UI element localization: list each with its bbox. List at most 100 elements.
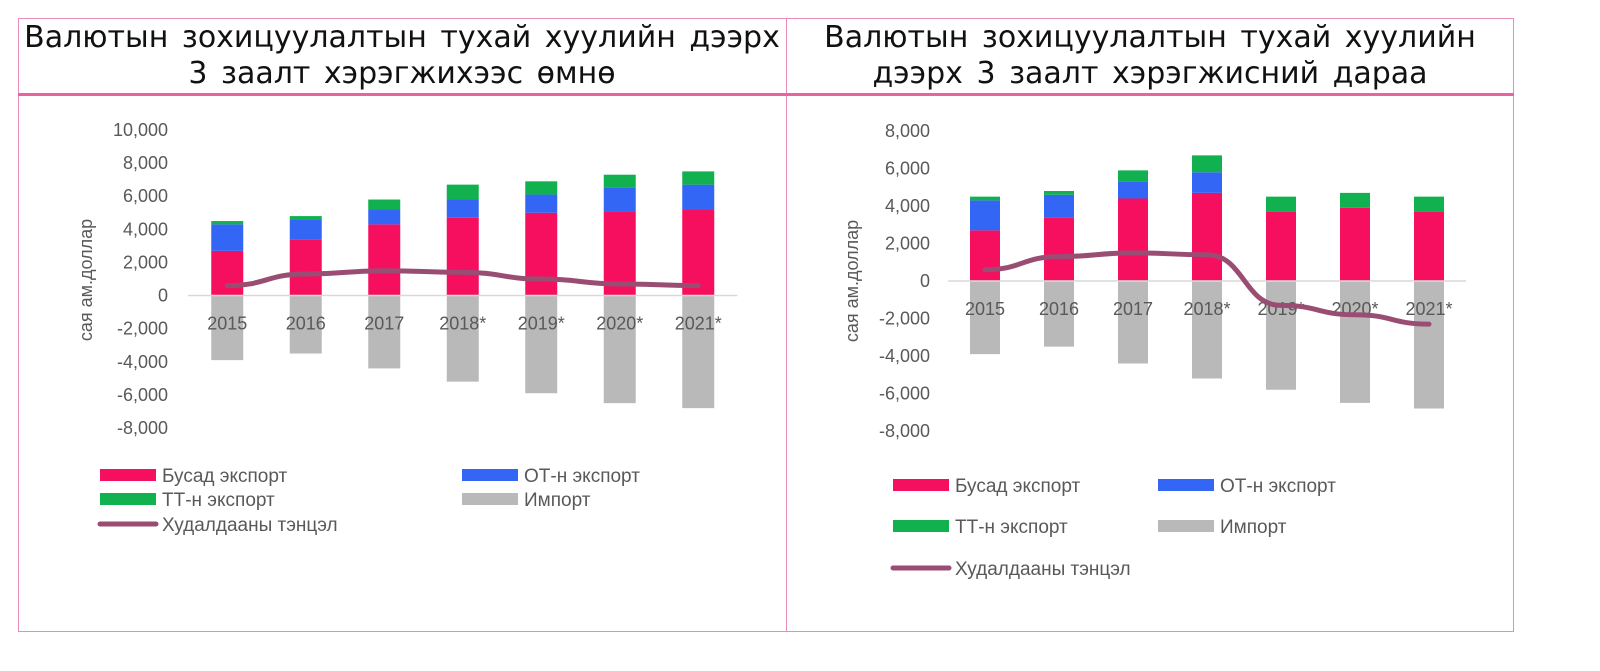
bar-segment [1266,281,1296,390]
bar-segment [970,230,1000,281]
x-tick-label: 2016 [1039,299,1079,319]
y-tick-label: 0 [158,286,168,306]
bar-segment [1414,281,1444,409]
y-axis-label: сая ам.доллар [842,220,862,342]
bar-segment [211,221,244,225]
bar-segment [1118,181,1148,199]
x-tick-label: 2015 [965,299,1005,319]
legend-label: Импорт [524,490,591,511]
bar-segment [289,216,322,220]
x-tick-label: 2017 [364,314,404,334]
bar-segment [1192,155,1222,173]
bar-segment [970,281,1000,355]
y-tick-label: -8,000 [117,418,168,438]
bar-segment [603,295,636,404]
bar-segment [603,187,636,212]
x-tick-label: 2015 [207,314,247,334]
bar-segment [970,196,1000,201]
bar-segment [1340,207,1370,281]
legend-swatch [100,469,156,481]
legend-label: ТТ-н экспорт [955,517,1068,538]
trade-balance-line [982,250,1432,327]
legend-label: Бусад экспорт [162,466,287,487]
y-tick-label: -4,000 [117,352,168,372]
x-tick-label: 2018* [1183,299,1230,319]
bar-segment [682,184,715,210]
bar-segment [289,219,322,240]
y-tick-label: 4,000 [885,196,930,216]
bar-segment [1266,196,1296,212]
y-tick-label: -4,000 [879,346,930,366]
bar-segment [1192,281,1222,379]
chart-title-before: Валютын зохицуулалтын тухай хуулийн дээр… [24,20,780,91]
y-tick-label: -8,000 [879,421,930,441]
bar-segment [446,199,479,218]
bar-segment [211,224,244,251]
bar-segment [289,295,322,354]
legend-label: ОТ-н экспорт [1220,476,1336,497]
title-underline [18,93,1514,96]
bar-segment [682,171,715,185]
legend-swatch [1158,479,1214,491]
bar-segment [1044,217,1074,281]
x-tick-label: 2020* [596,314,643,334]
x-tick-label: 2021* [675,314,722,334]
y-tick-label: 8,000 [885,121,930,141]
bar-segment [1044,194,1074,218]
bar-segment [1192,192,1222,281]
bar-segment [1266,211,1296,281]
bar-segment [1340,192,1370,208]
bar-segment [1414,211,1444,281]
y-tick-label: -2,000 [117,319,168,339]
bar-segment [211,250,244,296]
bar-segment [1044,281,1074,347]
y-tick-label: 4,000 [123,219,168,239]
y-axis-label: сая ам.доллар [76,219,96,341]
bar-segment [368,295,401,369]
bar-segment [446,295,479,382]
y-tick-label: -6,000 [117,385,168,405]
x-tick-label: 2018* [439,314,486,334]
bar-segment [525,181,558,195]
chart-title-after: Валютын зохицуулалтын тухай хуулийн дээр… [824,20,1476,91]
y-tick-label: 2,000 [885,234,930,254]
x-tick-label: 2017 [1113,299,1153,319]
y-tick-label: -6,000 [879,384,930,404]
bar-segment [446,184,479,200]
legend-swatch [1158,520,1214,532]
bar-segment [603,174,636,188]
legend-swatch [462,469,518,481]
x-tick-label: 2019* [518,314,565,334]
y-tick-label: 0 [920,271,930,291]
bar-segment [446,217,479,296]
panel-frame [18,18,1514,632]
bar-segment [1118,198,1148,281]
x-tick-label: 2016 [286,314,326,334]
legend-label: ТТ-н экспорт [162,490,275,511]
y-tick-label: 10,000 [113,120,168,140]
bar-segment [1192,172,1222,193]
bar-segment [1118,281,1148,364]
legend-swatch [100,493,156,505]
y-tick-label: 6,000 [885,159,930,179]
bar-segment [682,209,715,296]
legend-label: Импорт [1220,517,1287,538]
trade-balance-line [224,268,701,289]
bar-segment [525,295,558,394]
legend-label: Бусад экспорт [955,476,1080,497]
bar-segment [970,200,1000,231]
bar-segment [211,295,244,361]
bar-segment [682,295,715,409]
legend-label: Худалдааны тэнцэл [955,559,1131,580]
bar-segment [1414,196,1444,212]
bar-segment [1118,170,1148,182]
legend-label: ОТ-н экспорт [524,466,640,487]
bar-segment [368,199,401,210]
bar-segment [1340,281,1370,403]
bar-segment [525,194,558,213]
panel-divider [786,18,787,632]
bar-segment [1044,191,1074,195]
y-tick-label: 6,000 [123,186,168,206]
legend-swatch [462,493,518,505]
